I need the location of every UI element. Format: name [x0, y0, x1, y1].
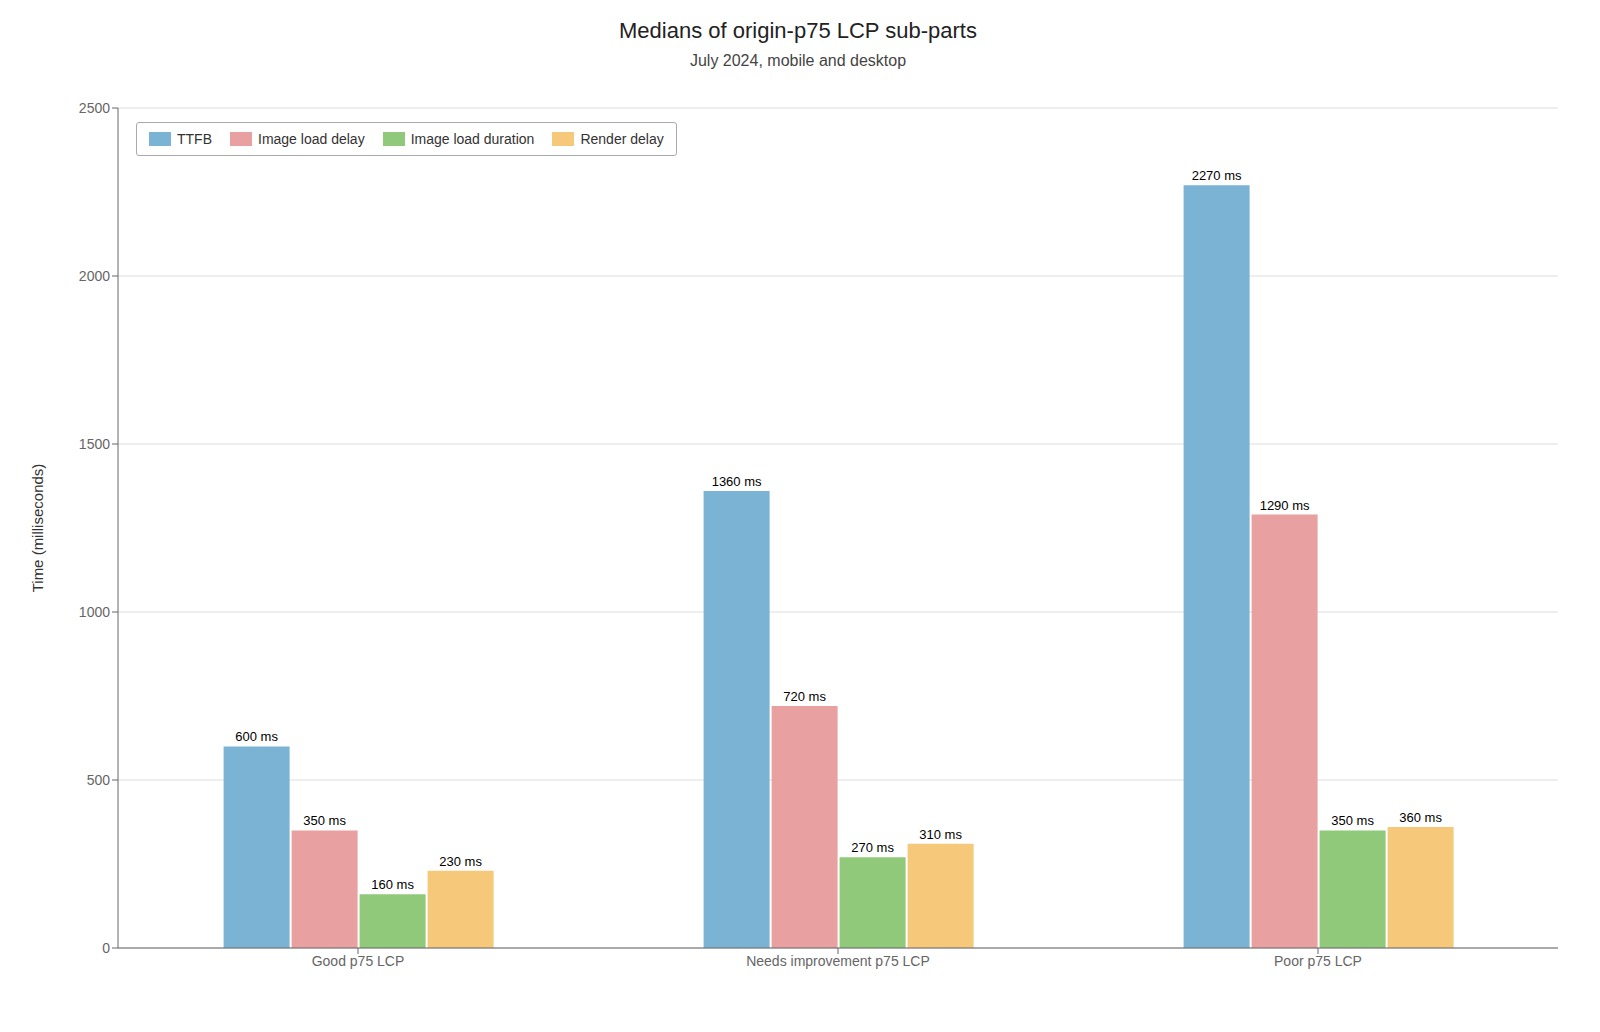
- svg-text:Needs improvement p75 LCP: Needs improvement p75 LCP: [746, 953, 930, 969]
- svg-text:360 ms: 360 ms: [1399, 810, 1442, 825]
- html-text:Render delay: Render delay: [580, 131, 664, 147]
- svg-text:Good p75 LCP: Good p75 LCP: [312, 953, 405, 969]
- svg-text:1290 ms: 1290 ms: [1260, 498, 1310, 513]
- svg-text:1000: 1000: [79, 604, 110, 620]
- html-text:Image load duration: Image load duration: [410, 131, 535, 147]
- html-text:Medians of origin-p75 LCP sub-: Medians of origin-p75 LCP sub-parts: [619, 18, 977, 43]
- html-text:July 2024, mobile and desktop: July 2024, mobile and desktop: [689, 52, 907, 69]
- svg-text:600 ms: 600 ms: [235, 729, 278, 744]
- svg-text:0: 0: [102, 940, 110, 956]
- svg-text:160 ms: 160 ms: [371, 877, 414, 892]
- svg-text:230 ms: 230 ms: [439, 854, 482, 869]
- svg-text:Time (milliseconds): Time (milliseconds): [29, 464, 46, 593]
- svg-text:500: 500: [87, 772, 111, 788]
- svg-text:2000: 2000: [79, 268, 110, 284]
- html-text:TTFB: TTFB: [177, 131, 212, 147]
- svg-text:2500: 2500: [79, 100, 110, 116]
- svg-text:350 ms: 350 ms: [1331, 813, 1374, 828]
- html-text:Image load delay: Image load delay: [258, 131, 365, 147]
- svg-text:310 ms: 310 ms: [919, 827, 962, 842]
- svg-text:Poor p75 LCP: Poor p75 LCP: [1274, 953, 1362, 969]
- svg-text:1360 ms: 1360 ms: [712, 474, 762, 489]
- svg-text:720 ms: 720 ms: [783, 689, 826, 704]
- svg-text:2270 ms: 2270 ms: [1192, 168, 1242, 183]
- svg-text:350 ms: 350 ms: [303, 813, 346, 828]
- svg-text:1500: 1500: [79, 436, 110, 452]
- svg-text:270 ms: 270 ms: [851, 840, 894, 855]
